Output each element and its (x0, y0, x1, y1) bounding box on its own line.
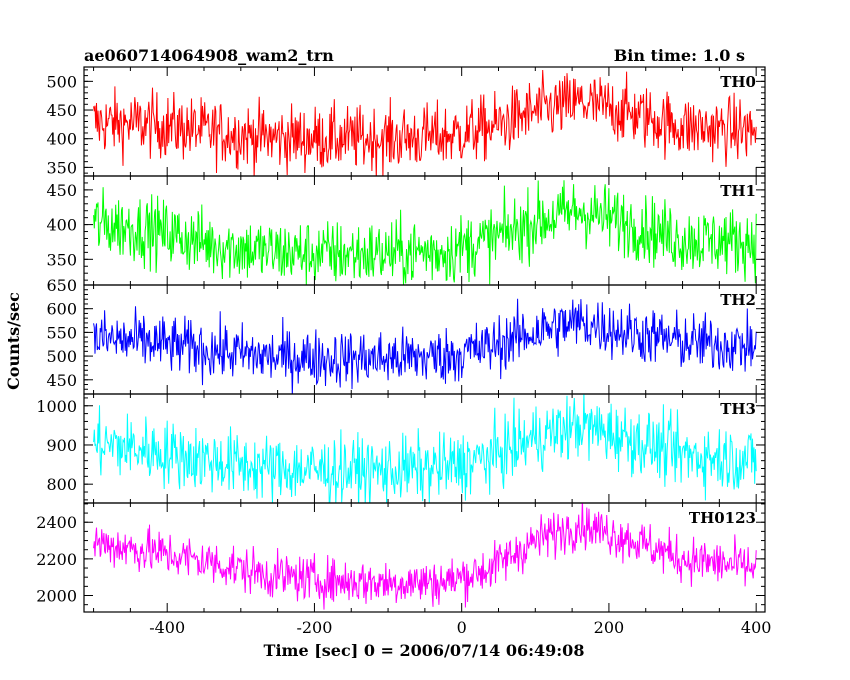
series-line-th0123 (93, 503, 757, 610)
panel-th3: 800 900 1000 TH3 (36, 393, 766, 504)
x-axis-label: Time [sec] 0 = 2006/07/14 06:49:08 (264, 641, 585, 660)
y-tick-label: 350 (46, 158, 77, 177)
panel-label-th3: TH3 (720, 400, 756, 418)
y-tick-label: 650 (46, 276, 77, 295)
panel-th1: 350 400 450 TH1 (46, 175, 766, 286)
panel-th0: 350 400 450 500 TH0 (46, 66, 766, 177)
y-tick-label: 2000 (36, 587, 77, 606)
y-tick-label: 450 (46, 181, 77, 200)
y-tick-label: 450 (46, 101, 77, 120)
y-tick-label: 2400 (36, 513, 77, 532)
y-tick-label: 900 (46, 436, 77, 455)
y-tick-label: 500 (46, 72, 77, 91)
x-tick-label: 0 (457, 618, 467, 637)
y-tick-label: 2200 (36, 550, 77, 569)
y-axis-label: Counts/sec (4, 292, 23, 390)
panel-th0123: 2000 2200 2400 TH0123 (36, 502, 766, 613)
panel-label-th2: TH2 (720, 291, 756, 309)
series-line-th0 (93, 69, 757, 176)
panels-group: 350 400 450 500 TH0 350 400 450 TH1 450 500 550 600 6… (36, 66, 766, 613)
x-tick-label: -200 (296, 618, 332, 637)
y-tick-label: 400 (46, 216, 77, 235)
panel-label-th0123: TH0123 (689, 509, 756, 527)
panel-label-th1: TH1 (720, 182, 756, 200)
chart-title: ae060714064908_wam2_trn (84, 46, 334, 65)
y-tick-label: 500 (46, 347, 77, 366)
series-line-th1 (93, 180, 757, 285)
y-tick-label: 600 (46, 300, 77, 319)
y-tick-label: 800 (46, 475, 77, 494)
y-tick-label: 400 (46, 130, 77, 149)
y-tick-label: 450 (46, 371, 77, 390)
x-tick-label: 200 (594, 618, 625, 637)
bin-time-label: Bin time: 1.0 s (614, 46, 745, 65)
x-tick-label: -400 (149, 618, 185, 637)
y-tick-label: 550 (46, 323, 77, 342)
series-line-th3 (93, 394, 757, 503)
series-line-th2 (93, 298, 757, 394)
panel-th2: 450 500 550 600 650 TH2 (46, 276, 766, 395)
y-tick-label: 1000 (36, 397, 77, 416)
x-tick-labels: -400 -200 0 200 400 (149, 618, 771, 637)
y-tick-label: 350 (46, 250, 77, 269)
panel-label-th0: TH0 (720, 73, 756, 91)
x-tick-label: 400 (741, 618, 772, 637)
